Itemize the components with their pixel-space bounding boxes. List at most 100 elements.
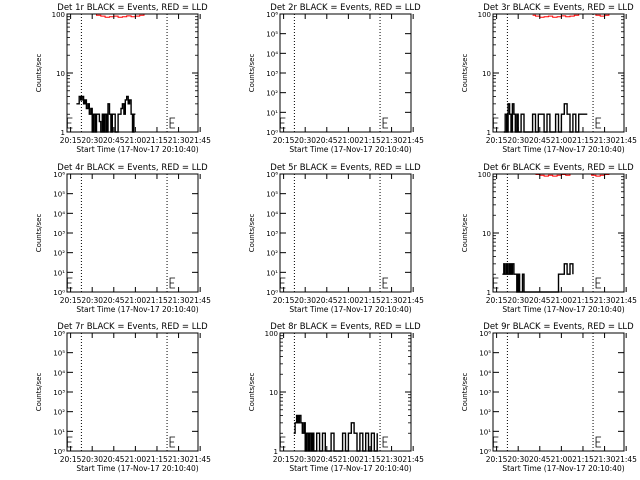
y-tick-label: 10⁴ (53, 210, 65, 218)
y-tick-label: 10 (56, 70, 65, 78)
x-tick-label: 21:15 (572, 296, 594, 305)
plot-frame (279, 173, 412, 293)
y-axis-title: Counts/sec (35, 373, 43, 412)
y-tick-label: 10¹ (266, 269, 278, 277)
x-axis-title: Start Time (17-Nov-17 20:10:40) (502, 145, 624, 154)
x-axis-title: Start Time (17-Nov-17 20:10:40) (289, 145, 411, 154)
x-tick-label: 20:15 (60, 455, 82, 464)
y-tick-label: 10¹ (266, 109, 278, 117)
y-tick-label: 10³ (266, 230, 278, 238)
y-axis-title: Counts/sec (248, 373, 256, 412)
lld-series-line (532, 13, 610, 18)
x-tick-label: 20:45 (316, 455, 338, 464)
bracket-marker (382, 436, 389, 448)
y-axis-title: Counts/sec (461, 214, 469, 253)
x-tick-label: 21:45 (615, 296, 637, 305)
x-tick-label: 20:15 (60, 296, 82, 305)
x-axis-title: Start Time (17-Nov-17 20:10:40) (76, 464, 198, 473)
panel-title: Det 9r BLACK = Events, RED = LLD (483, 322, 634, 332)
events-series-line (503, 103, 588, 133)
bracket-marker (169, 436, 176, 448)
panel-title: Det 7r BLACK = Events, RED = LLD (57, 322, 208, 332)
bracket-marker (382, 277, 389, 289)
x-tick-label: 21:30 (594, 296, 616, 305)
bracket-marker (492, 436, 499, 448)
events-series-line (76, 95, 136, 133)
y-axis-title: Counts/sec (35, 54, 43, 93)
bracket-marker (279, 277, 286, 289)
x-tick-label: 20:45 (103, 455, 125, 464)
panel-title: Det 2r BLACK = Events, RED = LLD (270, 3, 421, 13)
y-axis-title: Counts/sec (248, 214, 256, 253)
x-tick-label: 21:15 (572, 455, 594, 464)
x-tick-label: 20:30 (81, 296, 103, 305)
x-tick-label: 20:15 (486, 136, 508, 145)
x-tick-label: 21:15 (146, 136, 168, 145)
x-tick-label: 20:30 (81, 455, 103, 464)
x-tick-label: 21:30 (381, 455, 403, 464)
x-axis-title: Start Time (17-Nov-17 20:10:40) (289, 305, 411, 314)
x-tick-label: 20:30 (507, 296, 529, 305)
y-tick-label: 10⁰ (266, 289, 278, 297)
bracket-marker (66, 436, 73, 448)
x-tick-label: 20:15 (486, 455, 508, 464)
y-tick-label: 10⁶ (266, 11, 278, 19)
x-tick-label: 21:00 (551, 455, 573, 464)
x-tick-label: 21:15 (359, 455, 381, 464)
bracket-marker (382, 117, 389, 129)
x-axis-title: Start Time (17-Nov-17 20:10:40) (76, 145, 198, 154)
y-tick-label: 10² (53, 250, 65, 258)
y-tick-label: 100 (52, 11, 65, 19)
y-tick-label: 10⁵ (266, 191, 278, 199)
y-tick-label: 10⁰ (266, 129, 278, 137)
y-axis-title: Counts/sec (461, 54, 469, 93)
x-tick-label: 21:30 (381, 136, 403, 145)
y-axis-title: Counts/sec (35, 214, 43, 253)
bracket-marker (279, 117, 286, 129)
x-tick-label: 21:00 (338, 136, 360, 145)
x-tick-label: 21:30 (168, 455, 190, 464)
x-tick-label: 20:30 (294, 296, 316, 305)
y-tick-label: 10⁵ (266, 31, 278, 39)
x-tick-label: 20:45 (103, 296, 125, 305)
x-tick-label: 20:30 (294, 455, 316, 464)
detector-panel-2: Det 2r BLACK = Events, RED = LLD 10⁰ 10¹ 10… (248, 3, 424, 154)
y-tick-label: 100 (478, 11, 491, 19)
x-tick-label: 21:45 (615, 455, 637, 464)
detector-panel-3: Det 3r BLACK = Events, RED = LLD 1 10 100 20… (461, 3, 637, 154)
y-tick-label: 10⁰ (479, 448, 491, 456)
x-tick-label: 21:30 (168, 136, 190, 145)
y-tick-label: 10⁵ (53, 191, 65, 199)
events-series-line (502, 263, 574, 293)
y-tick-label: 10¹ (479, 428, 491, 436)
y-tick-label: 10⁴ (479, 369, 491, 377)
x-tick-label: 21:00 (551, 136, 573, 145)
plot-frame (66, 332, 199, 452)
detector-panel-1: Det 1r BLACK = Events, RED = LLD 1 10 100 20… (35, 3, 211, 154)
y-tick-label: 1 (487, 129, 491, 137)
x-tick-label: 20:45 (316, 296, 338, 305)
panel-title: Det 5r BLACK = Events, RED = LLD (270, 163, 421, 173)
y-tick-label: 10⁵ (479, 350, 491, 358)
x-tick-label: 21:15 (146, 296, 168, 305)
panel-title: Det 1r BLACK = Events, RED = LLD (57, 3, 208, 13)
bracket-marker (595, 117, 602, 129)
y-tick-label: 10³ (53, 389, 65, 397)
plot-frame (279, 13, 412, 133)
y-tick-label: 10 (482, 230, 491, 238)
y-tick-label: 10² (266, 250, 278, 258)
y-tick-label: 10⁶ (53, 171, 65, 179)
x-tick-label: 21:45 (615, 136, 637, 145)
detector-panel-4: Det 4r BLACK = Events, RED = LLD 10⁰ 10¹ 10… (35, 163, 211, 314)
x-tick-label: 20:30 (81, 136, 103, 145)
y-tick-label: 1 (274, 448, 278, 456)
y-tick-label: 10⁵ (53, 350, 65, 358)
y-axis-title: Counts/sec (248, 54, 256, 93)
x-tick-label: 21:00 (338, 296, 360, 305)
x-tick-label: 20:15 (486, 296, 508, 305)
x-tick-label: 21:30 (594, 136, 616, 145)
x-tick-label: 20:15 (273, 296, 295, 305)
y-tick-label: 10 (269, 389, 278, 397)
y-tick-label: 10⁰ (53, 448, 65, 456)
